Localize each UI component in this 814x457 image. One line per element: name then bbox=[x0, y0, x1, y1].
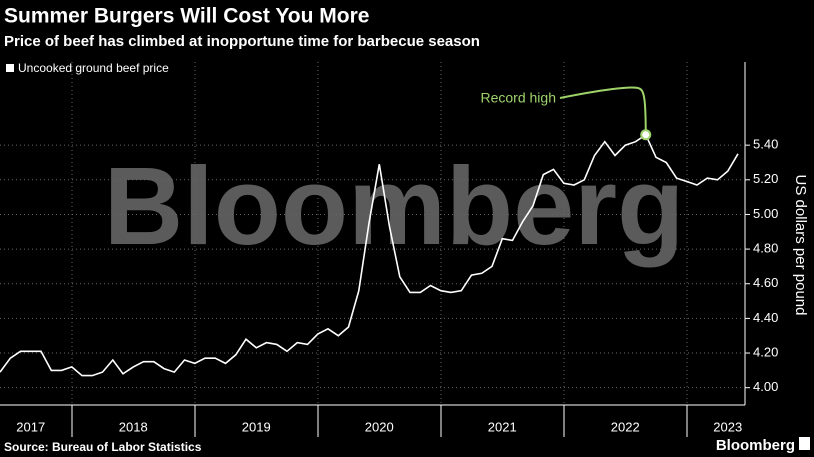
y-tick-label: 4.60 bbox=[753, 275, 778, 290]
y-tick-label: 4.40 bbox=[753, 310, 778, 325]
y-tick-label: 4.80 bbox=[753, 241, 778, 256]
y-tick-label: 5.00 bbox=[753, 206, 778, 221]
y-tick-label: 4.00 bbox=[753, 379, 778, 394]
x-tick-label: 2021 bbox=[488, 419, 517, 434]
legend-swatch bbox=[6, 64, 14, 72]
y-axis-label: US dollars per pound bbox=[792, 175, 809, 316]
y-tick-label: 5.20 bbox=[753, 171, 778, 186]
logo-icon bbox=[799, 437, 810, 450]
x-tick-label: 2023 bbox=[713, 419, 742, 434]
y-tick-label: 4.20 bbox=[753, 344, 778, 359]
x-tick-label: 2018 bbox=[119, 419, 148, 434]
chart-subtitle: Price of beef has climbed at inopportune… bbox=[4, 33, 480, 50]
x-tick-label: 2017 bbox=[16, 419, 45, 434]
source: Source: Bureau of Labor Statistics bbox=[4, 440, 202, 454]
line-series bbox=[0, 133, 739, 377]
record-marker bbox=[640, 129, 652, 141]
annotation-line bbox=[559, 86, 647, 135]
x-tick-label: 2019 bbox=[242, 419, 271, 434]
logo: Bloomberg bbox=[716, 437, 795, 454]
x-tick-label: 2020 bbox=[365, 419, 394, 434]
annotation-label: Record high bbox=[481, 90, 557, 106]
x-tick-label: 2022 bbox=[611, 419, 640, 434]
y-tick-label: 5.40 bbox=[753, 137, 778, 152]
legend-label: Uncooked ground beef price bbox=[18, 61, 169, 75]
chart-title: Summer Burgers Will Cost You More bbox=[4, 5, 369, 28]
